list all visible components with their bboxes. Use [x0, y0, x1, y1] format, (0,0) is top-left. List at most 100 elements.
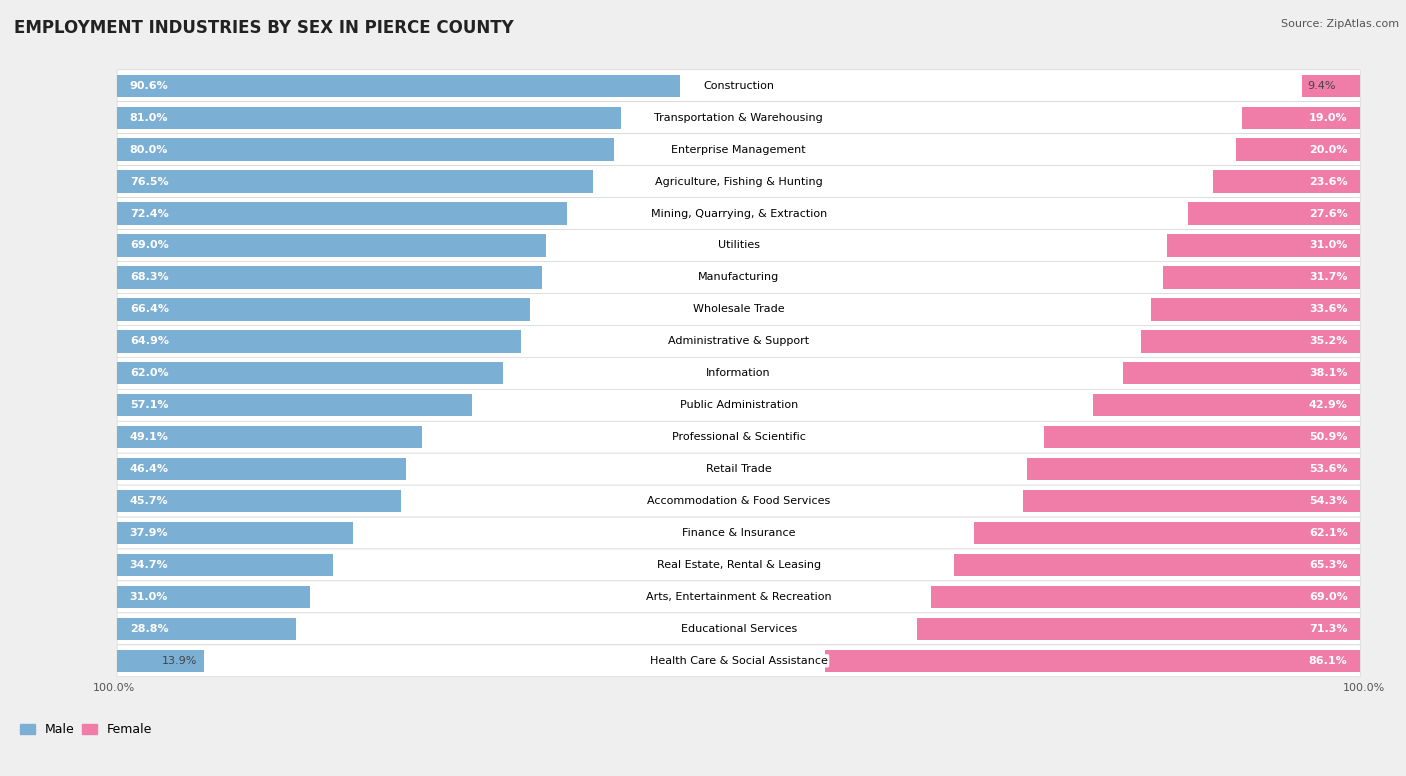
FancyBboxPatch shape [117, 102, 1360, 133]
Text: 69.0%: 69.0% [129, 241, 169, 251]
FancyBboxPatch shape [117, 70, 1360, 102]
Text: 66.4%: 66.4% [129, 304, 169, 314]
Bar [1022, 490, 1360, 512]
Text: 100.0%: 100.0% [1343, 683, 1385, 693]
Bar [1241, 106, 1360, 129]
Text: 19.0%: 19.0% [1309, 113, 1347, 123]
Text: Finance & Insurance: Finance & Insurance [682, 528, 796, 538]
Text: Administrative & Support: Administrative & Support [668, 336, 810, 346]
Text: 35.2%: 35.2% [1309, 336, 1347, 346]
Text: 9.4%: 9.4% [1308, 81, 1336, 91]
Bar [117, 171, 593, 192]
Bar [117, 426, 422, 449]
Bar [117, 106, 620, 129]
Text: 57.1%: 57.1% [129, 400, 169, 411]
Text: 31.7%: 31.7% [1309, 272, 1347, 282]
Text: 90.6%: 90.6% [129, 81, 169, 91]
FancyBboxPatch shape [117, 262, 1360, 293]
Text: 64.9%: 64.9% [129, 336, 169, 346]
Text: 33.6%: 33.6% [1309, 304, 1347, 314]
Text: 50.9%: 50.9% [1309, 432, 1347, 442]
Text: 80.0%: 80.0% [129, 144, 169, 154]
Bar [1213, 171, 1360, 192]
Text: Wholesale Trade: Wholesale Trade [693, 304, 785, 314]
Bar [117, 554, 333, 576]
Text: Information: Information [706, 369, 770, 378]
Text: 76.5%: 76.5% [129, 177, 169, 186]
Bar [117, 203, 567, 225]
Bar [1188, 203, 1360, 225]
Text: 37.9%: 37.9% [129, 528, 169, 538]
Bar [117, 362, 502, 384]
FancyBboxPatch shape [117, 357, 1360, 390]
Text: Manufacturing: Manufacturing [697, 272, 779, 282]
Text: Source: ZipAtlas.com: Source: ZipAtlas.com [1281, 19, 1399, 29]
Bar [117, 298, 530, 320]
Text: 23.6%: 23.6% [1309, 177, 1347, 186]
Text: 65.3%: 65.3% [1309, 560, 1347, 570]
Bar [955, 554, 1360, 576]
Bar [117, 234, 546, 257]
Text: Agriculture, Fishing & Hunting: Agriculture, Fishing & Hunting [655, 177, 823, 186]
Legend: Male, Female: Male, Female [15, 719, 157, 741]
Text: 71.3%: 71.3% [1309, 624, 1347, 634]
Text: Retail Trade: Retail Trade [706, 464, 772, 474]
Bar [1123, 362, 1360, 384]
Text: 62.1%: 62.1% [1309, 528, 1347, 538]
Text: 45.7%: 45.7% [129, 496, 169, 506]
Bar [117, 618, 297, 640]
Bar [1167, 234, 1360, 257]
Bar [117, 490, 401, 512]
Bar [1094, 394, 1360, 417]
Bar [117, 266, 541, 289]
Text: 54.3%: 54.3% [1309, 496, 1347, 506]
Bar [117, 586, 309, 608]
Bar [1026, 458, 1360, 480]
FancyBboxPatch shape [117, 198, 1360, 230]
FancyBboxPatch shape [117, 581, 1360, 613]
Bar [117, 458, 406, 480]
Text: 42.9%: 42.9% [1309, 400, 1347, 411]
FancyBboxPatch shape [117, 645, 1360, 677]
Text: 27.6%: 27.6% [1309, 209, 1347, 219]
Text: 62.0%: 62.0% [129, 369, 169, 378]
Text: 13.9%: 13.9% [162, 656, 197, 666]
Text: 46.4%: 46.4% [129, 464, 169, 474]
Text: 49.1%: 49.1% [129, 432, 169, 442]
Bar [1152, 298, 1360, 320]
FancyBboxPatch shape [117, 517, 1360, 549]
FancyBboxPatch shape [117, 293, 1360, 325]
FancyBboxPatch shape [117, 485, 1360, 517]
FancyBboxPatch shape [117, 421, 1360, 453]
FancyBboxPatch shape [117, 549, 1360, 581]
Text: 53.6%: 53.6% [1309, 464, 1347, 474]
Text: 34.7%: 34.7% [129, 560, 169, 570]
Text: EMPLOYMENT INDUSTRIES BY SEX IN PIERCE COUNTY: EMPLOYMENT INDUSTRIES BY SEX IN PIERCE C… [14, 19, 513, 37]
Bar [117, 521, 353, 544]
Text: Accommodation & Food Services: Accommodation & Food Services [647, 496, 831, 506]
Bar [1163, 266, 1360, 289]
FancyBboxPatch shape [117, 230, 1360, 262]
Text: Mining, Quarrying, & Extraction: Mining, Quarrying, & Extraction [651, 209, 827, 219]
Bar [117, 394, 472, 417]
Text: 69.0%: 69.0% [1309, 592, 1347, 602]
Bar [117, 138, 614, 161]
FancyBboxPatch shape [117, 613, 1360, 645]
Text: Enterprise Management: Enterprise Management [671, 144, 806, 154]
Text: 68.3%: 68.3% [129, 272, 169, 282]
Text: Public Administration: Public Administration [679, 400, 797, 411]
Text: Health Care & Social Assistance: Health Care & Social Assistance [650, 656, 828, 666]
Text: Real Estate, Rental & Leasing: Real Estate, Rental & Leasing [657, 560, 821, 570]
Text: Utilities: Utilities [717, 241, 759, 251]
Text: Transportation & Warehousing: Transportation & Warehousing [654, 113, 823, 123]
FancyBboxPatch shape [117, 453, 1360, 485]
Text: 28.8%: 28.8% [129, 624, 169, 634]
Bar [117, 330, 520, 352]
Bar [117, 74, 681, 97]
Bar [931, 586, 1360, 608]
FancyBboxPatch shape [117, 165, 1360, 198]
Text: Arts, Entertainment & Recreation: Arts, Entertainment & Recreation [645, 592, 831, 602]
Text: 38.1%: 38.1% [1309, 369, 1347, 378]
Text: 31.0%: 31.0% [129, 592, 169, 602]
Bar [1142, 330, 1360, 352]
